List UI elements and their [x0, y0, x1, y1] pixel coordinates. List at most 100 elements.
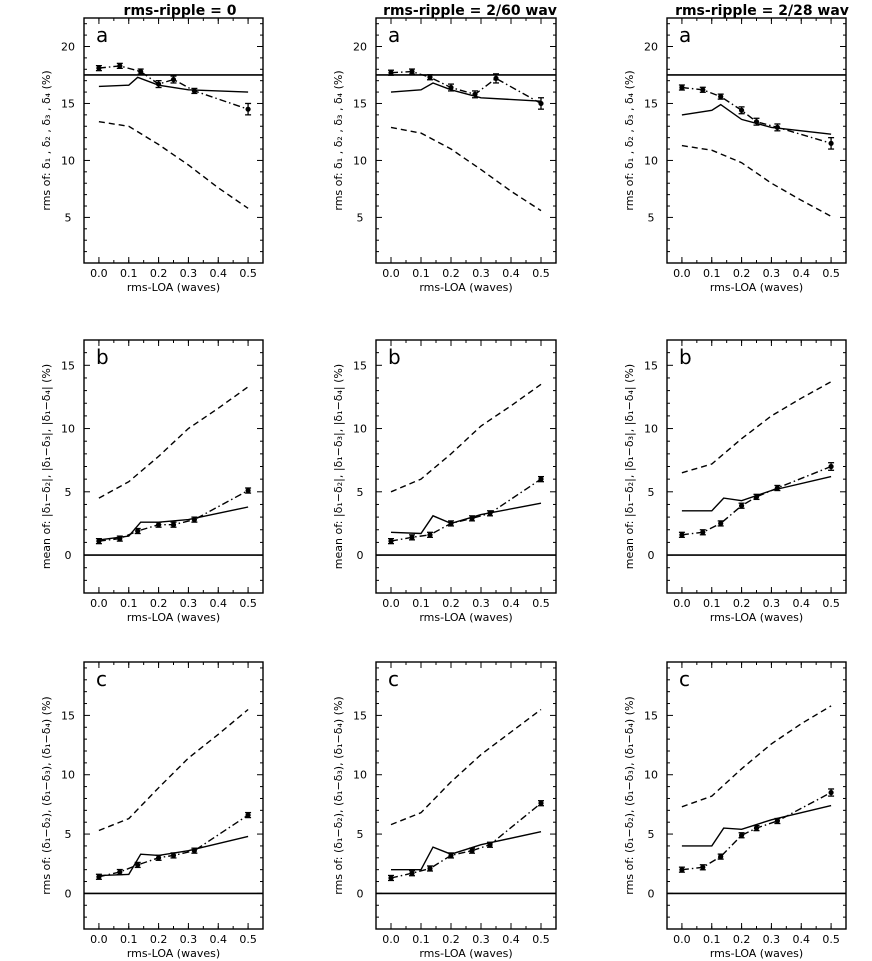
- series-line-dashdot: [390, 802, 542, 879]
- data-point: [170, 852, 177, 859]
- data-point: [487, 510, 493, 516]
- series-line-dashdot: [390, 70, 542, 105]
- data-point: [469, 515, 475, 521]
- x-tick-label: 0.4: [210, 267, 228, 280]
- x-tick-label: 0.5: [822, 267, 840, 280]
- x-tick-label: 0.1: [703, 267, 721, 280]
- x-tick-label: 0.1: [412, 267, 430, 280]
- panel-a-col2: rms-ripple = 2/60 wav 0.0 0.1 0.2 0.3 0.4 0.5 5…: [332, 3, 557, 294]
- data-point: [448, 84, 454, 91]
- panel-b-col3: 0.0 0.1 0.2 0.3 0.4 0.5 0 5 10 15 rms-LOA (waves) m…: [623, 339, 847, 624]
- data-point: [828, 140, 834, 146]
- x-tick-label: 0.2: [442, 933, 460, 946]
- series-line-solid: [681, 103, 832, 135]
- x-axis-label: rms-LOA (waves): [127, 281, 220, 294]
- x-tick-label: 0.2: [150, 267, 168, 280]
- y-axis-label: rms of: (δ₁−δ₂), (δ₁−δ₃), (δ₁−δ₄) (%): [40, 696, 53, 894]
- data-point: [700, 864, 706, 870]
- y-tick-label: 15: [61, 359, 75, 372]
- data-point: [738, 107, 745, 113]
- x-tick-label: 0.5: [822, 933, 840, 946]
- data-point: [388, 538, 394, 544]
- y-axis-label: mean of: |δ₁−δ₂|, |δ₁−δ₃|, |δ₁−δ₄| (%): [332, 364, 345, 569]
- data-point: [718, 854, 724, 860]
- y-tick-label: 5: [357, 828, 364, 841]
- y-axis-label: rms of: (δ₁−δ₂), (δ₁−δ₃), (δ₁−δ₄) (%): [332, 696, 345, 894]
- y-tick-label: 20: [61, 40, 75, 53]
- series-line-solid: [98, 76, 249, 93]
- y-tick-label: 15: [353, 709, 367, 722]
- x-tick-label: 0.4: [502, 597, 520, 610]
- panel-a-col1: rms-ripple = 0 0.0 0.1 0.2 0.3 0.4 0.5 5 10 15 20 r…: [40, 3, 264, 294]
- x-tick-label: 0.0: [382, 597, 400, 610]
- y-tick-label: 5: [357, 486, 364, 499]
- y-axis-label: rms of: δ₁ , δ₂ , δ₃ , δ₄ (%): [40, 70, 53, 210]
- plot-frame: [83, 661, 264, 930]
- y-tick-label: 0: [65, 887, 72, 900]
- series-line-dashed: [681, 381, 832, 474]
- plot-frame: [83, 17, 264, 264]
- data-point: [538, 800, 544, 806]
- data-point: [155, 855, 162, 861]
- panel-c-col3: 0.0 0.1 0.2 0.3 0.4 0.5 0 5 10 15 rms-LOA (waves) r…: [623, 661, 847, 960]
- x-tick-label: 0.1: [412, 597, 430, 610]
- series-line-solid: [681, 475, 832, 512]
- y-axis-label: mean of: |δ₁−δ₂|, |δ₁−δ₃|, |δ₁−δ₄| (%): [40, 364, 53, 569]
- data-point: [469, 848, 475, 854]
- y-tick-label: 15: [644, 359, 658, 372]
- data-point: [409, 68, 415, 75]
- y-tick-label: 5: [648, 211, 655, 224]
- column-title: rms-ripple = 2/28 wav: [675, 3, 849, 19]
- data-point: [409, 870, 415, 876]
- x-tick-label: 0.3: [763, 267, 781, 280]
- data-point: [738, 832, 745, 838]
- data-point: [245, 812, 251, 818]
- x-axis-label: rms-LOA (waves): [710, 611, 803, 624]
- plot-frame: [375, 17, 557, 264]
- y-tick-label: 5: [357, 211, 364, 224]
- column-title: rms-ripple = 0: [124, 3, 237, 19]
- panel-b-col2: 0.0 0.1 0.2 0.3 0.4 0.5 0 5 10 15 rms-LOA (waves) m…: [332, 339, 557, 624]
- series-line-dashed: [681, 705, 832, 808]
- data-point: [538, 100, 544, 107]
- x-tick-label: 0.3: [472, 267, 490, 280]
- series-line-dashdot: [98, 814, 249, 878]
- x-tick-label: 0.1: [703, 597, 721, 610]
- data-point: [427, 865, 433, 872]
- panel-letter: b: [388, 345, 401, 369]
- series-line-dashed: [98, 708, 249, 832]
- panel-letter: c: [96, 667, 107, 691]
- x-tick-label: 0.5: [239, 597, 257, 610]
- data-point: [117, 536, 123, 542]
- y-tick-label: 10: [353, 423, 367, 436]
- y-tick-label: 20: [644, 40, 658, 53]
- data-point: [191, 848, 197, 854]
- series-line-dashed: [390, 126, 542, 212]
- data-point: [135, 528, 141, 534]
- series-line-dashed: [681, 144, 832, 217]
- y-tick-label: 10: [644, 423, 658, 436]
- x-tick-label: 0.4: [502, 933, 520, 946]
- y-tick-label: 15: [644, 97, 658, 110]
- panel-letter: a: [679, 23, 691, 47]
- x-tick-label: 0.5: [822, 597, 840, 610]
- y-tick-label: 15: [61, 97, 75, 110]
- x-tick-label: 0.2: [442, 597, 460, 610]
- y-tick-label: 10: [61, 769, 75, 782]
- y-axis-label: rms of: (δ₁−δ₂), (δ₁−δ₃), (δ₁−δ₄) (%): [623, 696, 636, 894]
- x-tick-label: 0.4: [793, 267, 811, 280]
- x-tick-label: 0.4: [502, 267, 520, 280]
- data-point: [245, 487, 251, 494]
- x-tick-label: 0.0: [382, 933, 400, 946]
- data-point: [191, 88, 197, 94]
- y-tick-label: 0: [357, 887, 364, 900]
- data-point: [155, 81, 162, 87]
- data-point: [96, 65, 102, 71]
- x-axis-label: rms-LOA (waves): [419, 947, 512, 960]
- data-point: [245, 106, 251, 112]
- y-tick-label: 10: [644, 769, 658, 782]
- data-point: [487, 842, 493, 848]
- y-tick-label: 0: [357, 549, 364, 562]
- x-axis-label: rms-LOA (waves): [127, 947, 220, 960]
